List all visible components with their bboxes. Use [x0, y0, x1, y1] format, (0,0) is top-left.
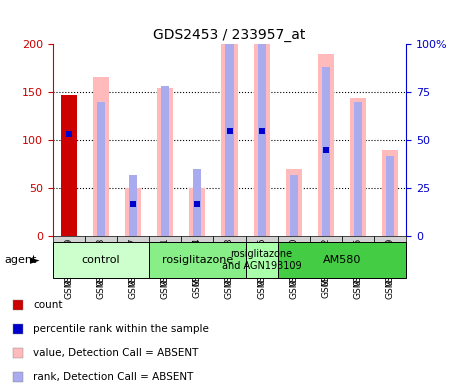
Text: count: count: [34, 300, 63, 310]
FancyBboxPatch shape: [213, 236, 246, 276]
Bar: [285, 169, 302, 236]
Bar: [386, 156, 394, 236]
Text: GSM132927: GSM132927: [129, 237, 138, 286]
Text: GSM132923: GSM132923: [96, 237, 106, 286]
FancyBboxPatch shape: [278, 236, 310, 276]
Text: rank, Detection Call = ABSENT: rank, Detection Call = ABSENT: [34, 372, 194, 382]
Title: GDS2453 / 233957_at: GDS2453 / 233957_at: [153, 28, 306, 42]
FancyBboxPatch shape: [117, 236, 149, 276]
Text: GSM132919: GSM132919: [64, 237, 73, 286]
Bar: [93, 77, 109, 236]
Bar: [318, 54, 334, 236]
Bar: [354, 102, 362, 236]
Text: ►: ►: [30, 254, 39, 266]
FancyBboxPatch shape: [53, 242, 149, 278]
Text: GSM132925: GSM132925: [353, 237, 363, 286]
FancyBboxPatch shape: [85, 236, 117, 276]
Text: value, Detection Call = ABSENT: value, Detection Call = ABSENT: [34, 348, 199, 358]
Text: AM580: AM580: [323, 255, 361, 265]
Bar: [222, 0, 238, 236]
Text: GSM132928: GSM132928: [225, 237, 234, 286]
FancyBboxPatch shape: [342, 236, 374, 276]
Text: GSM132930: GSM132930: [289, 237, 298, 286]
Bar: [382, 150, 398, 236]
Text: GSM132924: GSM132924: [193, 237, 202, 286]
Text: GSM132926: GSM132926: [257, 237, 266, 286]
FancyBboxPatch shape: [53, 236, 85, 276]
Bar: [254, 0, 270, 236]
Text: control: control: [82, 255, 120, 265]
FancyBboxPatch shape: [278, 242, 406, 278]
Text: agent: agent: [5, 255, 37, 265]
FancyBboxPatch shape: [149, 242, 246, 278]
Bar: [290, 175, 298, 236]
Text: percentile rank within the sample: percentile rank within the sample: [34, 324, 209, 334]
Bar: [129, 175, 137, 236]
FancyBboxPatch shape: [181, 236, 213, 276]
Bar: [125, 188, 141, 236]
Text: rosiglitazone
and AGN193109: rosiglitazone and AGN193109: [222, 249, 302, 271]
Text: rosiglitazone: rosiglitazone: [162, 255, 233, 265]
Text: GSM132921: GSM132921: [161, 237, 170, 286]
Bar: [350, 98, 366, 236]
FancyBboxPatch shape: [246, 236, 278, 276]
Bar: [190, 188, 206, 236]
Bar: [322, 67, 330, 236]
Bar: [157, 88, 174, 236]
Bar: [161, 86, 169, 236]
Bar: [225, 25, 234, 236]
FancyBboxPatch shape: [374, 236, 406, 276]
Text: GSM132929: GSM132929: [386, 237, 395, 286]
Bar: [257, 25, 266, 236]
Bar: [61, 95, 77, 236]
FancyBboxPatch shape: [149, 236, 181, 276]
FancyBboxPatch shape: [310, 236, 342, 276]
Bar: [193, 169, 202, 236]
Text: GSM132922: GSM132922: [321, 237, 330, 286]
FancyBboxPatch shape: [246, 242, 278, 278]
Bar: [97, 102, 105, 236]
